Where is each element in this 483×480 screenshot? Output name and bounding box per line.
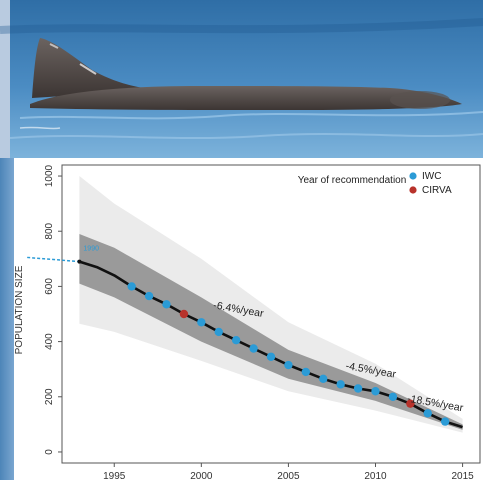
start-year-label: 1990: [83, 246, 99, 253]
iwc-point: [231, 336, 241, 345]
cirva-point: [406, 399, 415, 408]
confidence-bands: [79, 176, 463, 433]
outer-confidence-band: [79, 176, 463, 433]
legend-marker-iwc: [409, 172, 417, 180]
legend-label-iwc: IWC: [422, 171, 441, 182]
iwc-point: [440, 417, 450, 426]
legend-marker-cirva: [409, 186, 417, 194]
x-tick-label: 2010: [364, 471, 387, 480]
x-tick-label: 2005: [277, 471, 300, 480]
legend: Year of recommendation IWC CIRVA: [298, 171, 452, 196]
iwc-point: [144, 291, 154, 301]
iwc-point: [162, 300, 171, 309]
legend-title: Year of recommendation: [298, 175, 407, 186]
iwc-point: [266, 352, 276, 361]
vaquita-photo: [0, 0, 483, 158]
y-tick-label: 200: [44, 388, 55, 405]
iwc-point: [301, 367, 311, 377]
start-point: [77, 259, 82, 264]
iwc-point: [319, 374, 328, 384]
y-tick-label: 800: [44, 222, 55, 239]
x-tick-label: 2015: [451, 471, 474, 480]
y-axis-label: POPULATION SIZE: [14, 265, 25, 354]
y-tick-label: 0: [44, 449, 55, 455]
iwc-point: [249, 344, 258, 353]
x-tick-label: 2000: [190, 471, 213, 480]
y-tick-label: 1000: [44, 164, 55, 187]
iwc-point: [284, 360, 293, 370]
y-tick-label: 600: [44, 278, 55, 295]
y-tick-label: 400: [44, 333, 55, 350]
iwc-point: [127, 282, 136, 291]
iwc-point: [388, 392, 398, 401]
iwc-point: [371, 387, 380, 396]
iwc-point: [423, 409, 432, 418]
plot-frame: [61, 164, 481, 464]
photo-edge-strip: [0, 158, 14, 480]
cirva-point: [179, 309, 189, 319]
legend-label-cirva: CIRVA: [422, 185, 452, 196]
iwc-point: [197, 318, 206, 327]
axes: 1995 2000 2005 2010 2015 0 200 400 600 800 1000: [44, 164, 481, 480]
porpoise-body: [30, 86, 462, 110]
inner-confidence-band: [79, 234, 463, 430]
dorsal-fin: [32, 38, 160, 98]
x-tick-label: 1995: [103, 471, 126, 480]
iwc-point: [214, 327, 223, 337]
iwc-point: [336, 380, 345, 389]
iwc-point: [353, 384, 363, 393]
dashed-start-line: [27, 256, 80, 263]
recommendation-points: [127, 282, 450, 426]
